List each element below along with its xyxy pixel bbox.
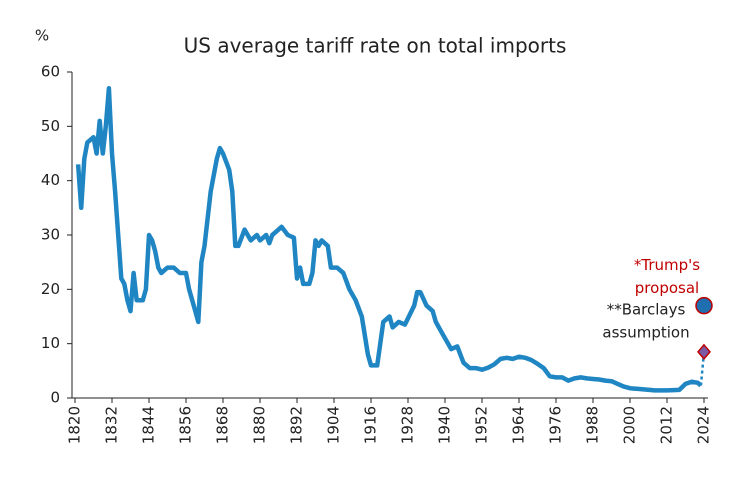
x-tick-label: 1928: [399, 406, 417, 444]
x-tick-label: 1892: [288, 406, 306, 444]
annotation-label: *Trump's: [634, 256, 700, 274]
x-tick-label: 2024: [695, 406, 713, 444]
x-tick-label: 1940: [436, 406, 454, 444]
y-unit: %: [35, 27, 49, 45]
y-tick-label: 30: [41, 226, 60, 244]
x-tick-label: 2012: [658, 406, 676, 444]
y-tick-label: 20: [41, 280, 60, 298]
x-tick-label: 1976: [547, 406, 565, 444]
x-tick-label: 1916: [362, 406, 380, 444]
annotation-label: proposal: [635, 279, 699, 297]
y-tick-label: 50: [41, 117, 60, 135]
x-tick-label: 1904: [325, 406, 343, 444]
annotation-marker: [697, 343, 711, 360]
annotation-label: **Barclays: [607, 300, 686, 318]
annotation-label: assumption: [602, 323, 689, 341]
y-tick-label: 10: [41, 334, 60, 352]
x-tick-label: 1964: [510, 406, 528, 444]
x-tick-label: 2000: [621, 406, 639, 444]
x-tick-label: 1820: [66, 406, 84, 444]
x-tick-label: 1988: [584, 406, 602, 444]
data-line: [75, 86, 703, 393]
x-tick-label: 1856: [177, 406, 195, 444]
y-tick-label: 60: [41, 63, 60, 81]
y-tick-label: 40: [41, 171, 60, 189]
x-tick-label: 1832: [103, 406, 121, 444]
chart-title: US average tariff rate on total imports: [184, 34, 567, 58]
y-tick-label: 0: [50, 389, 60, 407]
x-tick-label: 1844: [140, 406, 158, 444]
x-tick-label: 1952: [473, 406, 491, 444]
x-tick-label: 1880: [251, 406, 269, 444]
annotation-marker: [695, 296, 713, 315]
x-tick-label: 1868: [214, 406, 232, 444]
